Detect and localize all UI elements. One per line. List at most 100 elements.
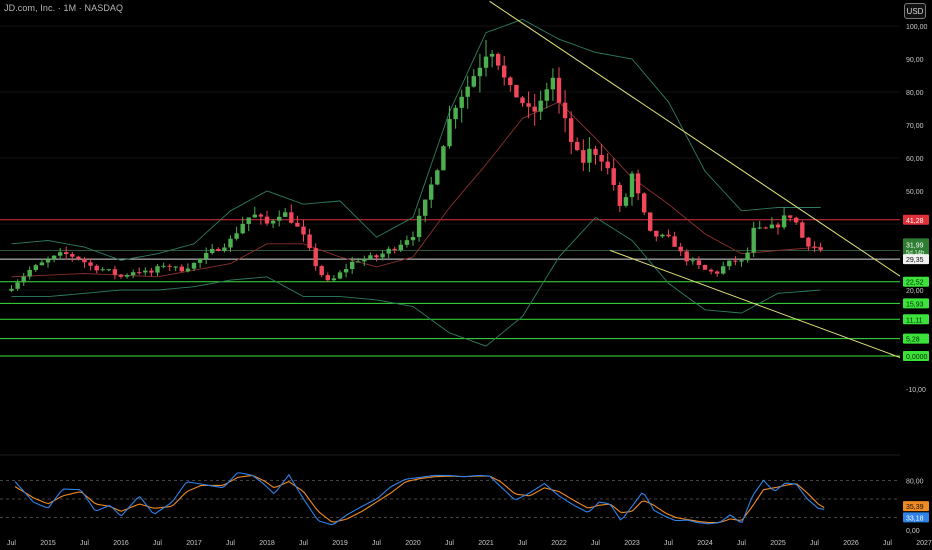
candle-body bbox=[222, 247, 227, 251]
candle-body bbox=[51, 255, 57, 260]
candle-body bbox=[806, 237, 811, 247]
candle-body bbox=[337, 272, 343, 279]
candle-body bbox=[739, 260, 744, 262]
candle-body bbox=[465, 86, 470, 97]
candle-body bbox=[350, 261, 355, 269]
stoch-d-value-text: 35,39 bbox=[906, 504, 924, 511]
bollinger-lower bbox=[11, 216, 821, 347]
candle-body bbox=[775, 224, 781, 228]
price-tick-label: 70,00 bbox=[906, 123, 924, 130]
candle-body bbox=[240, 223, 245, 234]
candle-body bbox=[331, 278, 337, 281]
candle-body bbox=[453, 107, 458, 120]
candle-body bbox=[502, 65, 507, 78]
time-tick-label: 2022 bbox=[551, 540, 567, 547]
price-tick-label: 50,00 bbox=[906, 189, 924, 196]
candle-body bbox=[167, 265, 172, 267]
level-support-4-tag bbox=[903, 333, 929, 344]
candle-body bbox=[520, 97, 525, 104]
candle-body bbox=[185, 268, 191, 272]
candle-body bbox=[435, 170, 440, 185]
trendline-upper-channel bbox=[489, 0, 932, 299]
candle-body bbox=[82, 258, 87, 263]
candle-body bbox=[550, 77, 556, 90]
level-support-2-tag bbox=[903, 298, 929, 309]
candle-body bbox=[143, 270, 148, 273]
candle-body bbox=[489, 53, 495, 57]
candle-body bbox=[45, 259, 51, 263]
candle-body bbox=[812, 246, 817, 248]
time-tick-label: Jul bbox=[7, 540, 16, 547]
price-tick-label: 20,00 bbox=[906, 288, 924, 295]
price-axis[interactable]: 110,00100,0090,0080,0070,0060,0050,0020,… bbox=[900, 0, 932, 550]
time-tick-label: Jul bbox=[737, 540, 746, 547]
time-tick-label: 2026 bbox=[843, 540, 859, 547]
candle-body bbox=[781, 215, 787, 228]
candle-body bbox=[58, 252, 63, 256]
bollinger-bands bbox=[11, 18, 821, 347]
candle-body bbox=[629, 173, 635, 198]
candle-body bbox=[228, 238, 233, 248]
candle-body bbox=[690, 260, 695, 262]
candle-body bbox=[684, 251, 689, 262]
candle-body bbox=[660, 234, 665, 237]
candle-body bbox=[635, 173, 641, 194]
candle-body bbox=[204, 253, 209, 259]
level-support-5-text: 0,0000 bbox=[906, 354, 928, 361]
currency-button[interactable]: USD bbox=[904, 3, 926, 19]
current-price-tag bbox=[903, 238, 929, 257]
candle-body bbox=[179, 266, 184, 272]
candle-body bbox=[581, 150, 586, 163]
time-tick-label: Jul bbox=[518, 540, 527, 547]
stoch-d-line bbox=[14, 474, 825, 524]
time-tick-label: 2025 bbox=[770, 540, 786, 547]
candle-body bbox=[149, 270, 154, 273]
candle-body bbox=[356, 261, 361, 263]
candle-body bbox=[21, 276, 26, 283]
time-tick-label: 2020 bbox=[405, 540, 421, 547]
time-axis[interactable]: Jul 2015 Jul 2016 Jul 2017 Jul 2018 Jul 2019 Jul 20… bbox=[0, 534, 932, 550]
candle-body bbox=[459, 96, 464, 108]
level-support-2-text: 15,93 bbox=[906, 301, 924, 308]
candle-body bbox=[380, 253, 385, 258]
candle-body bbox=[277, 216, 282, 221]
candle-body bbox=[562, 102, 568, 119]
candle-body bbox=[9, 288, 14, 291]
candle-body bbox=[733, 260, 738, 262]
candle-body bbox=[112, 269, 118, 275]
candle-body bbox=[416, 215, 422, 237]
candle-body bbox=[33, 265, 38, 270]
candle-body bbox=[696, 260, 702, 265]
candle-body bbox=[234, 233, 239, 239]
candle-body bbox=[623, 197, 629, 206]
osc-tick-label: 0,00 bbox=[906, 528, 920, 535]
candle-body bbox=[477, 67, 483, 77]
candle-body bbox=[794, 217, 799, 223]
candle-body bbox=[270, 220, 276, 224]
time-tick-label: Jul bbox=[226, 540, 235, 547]
candle-body bbox=[191, 262, 197, 269]
candle-body bbox=[161, 265, 166, 267]
candle-body bbox=[538, 100, 543, 112]
candle-body bbox=[368, 255, 373, 259]
stoch-k-line bbox=[14, 472, 825, 526]
time-tick-label: Jul bbox=[810, 540, 819, 547]
candle-body bbox=[313, 248, 318, 267]
candle-body bbox=[508, 77, 513, 85]
time-tick-label: 2019 bbox=[332, 540, 348, 547]
time-tick-label: Jul bbox=[153, 540, 162, 547]
candle-body bbox=[325, 275, 330, 281]
candle-body bbox=[745, 252, 750, 261]
candle-body bbox=[763, 227, 768, 229]
time-tick-label: 2024 bbox=[697, 540, 713, 547]
candle-body bbox=[800, 222, 805, 238]
candle-body bbox=[605, 161, 610, 169]
candle-body bbox=[769, 224, 775, 229]
candle-body bbox=[88, 262, 93, 266]
candle-body bbox=[27, 270, 32, 277]
candle-body bbox=[118, 274, 124, 277]
time-tick-label: 2015 bbox=[40, 540, 56, 547]
time-tick-label: Jul bbox=[299, 540, 308, 547]
